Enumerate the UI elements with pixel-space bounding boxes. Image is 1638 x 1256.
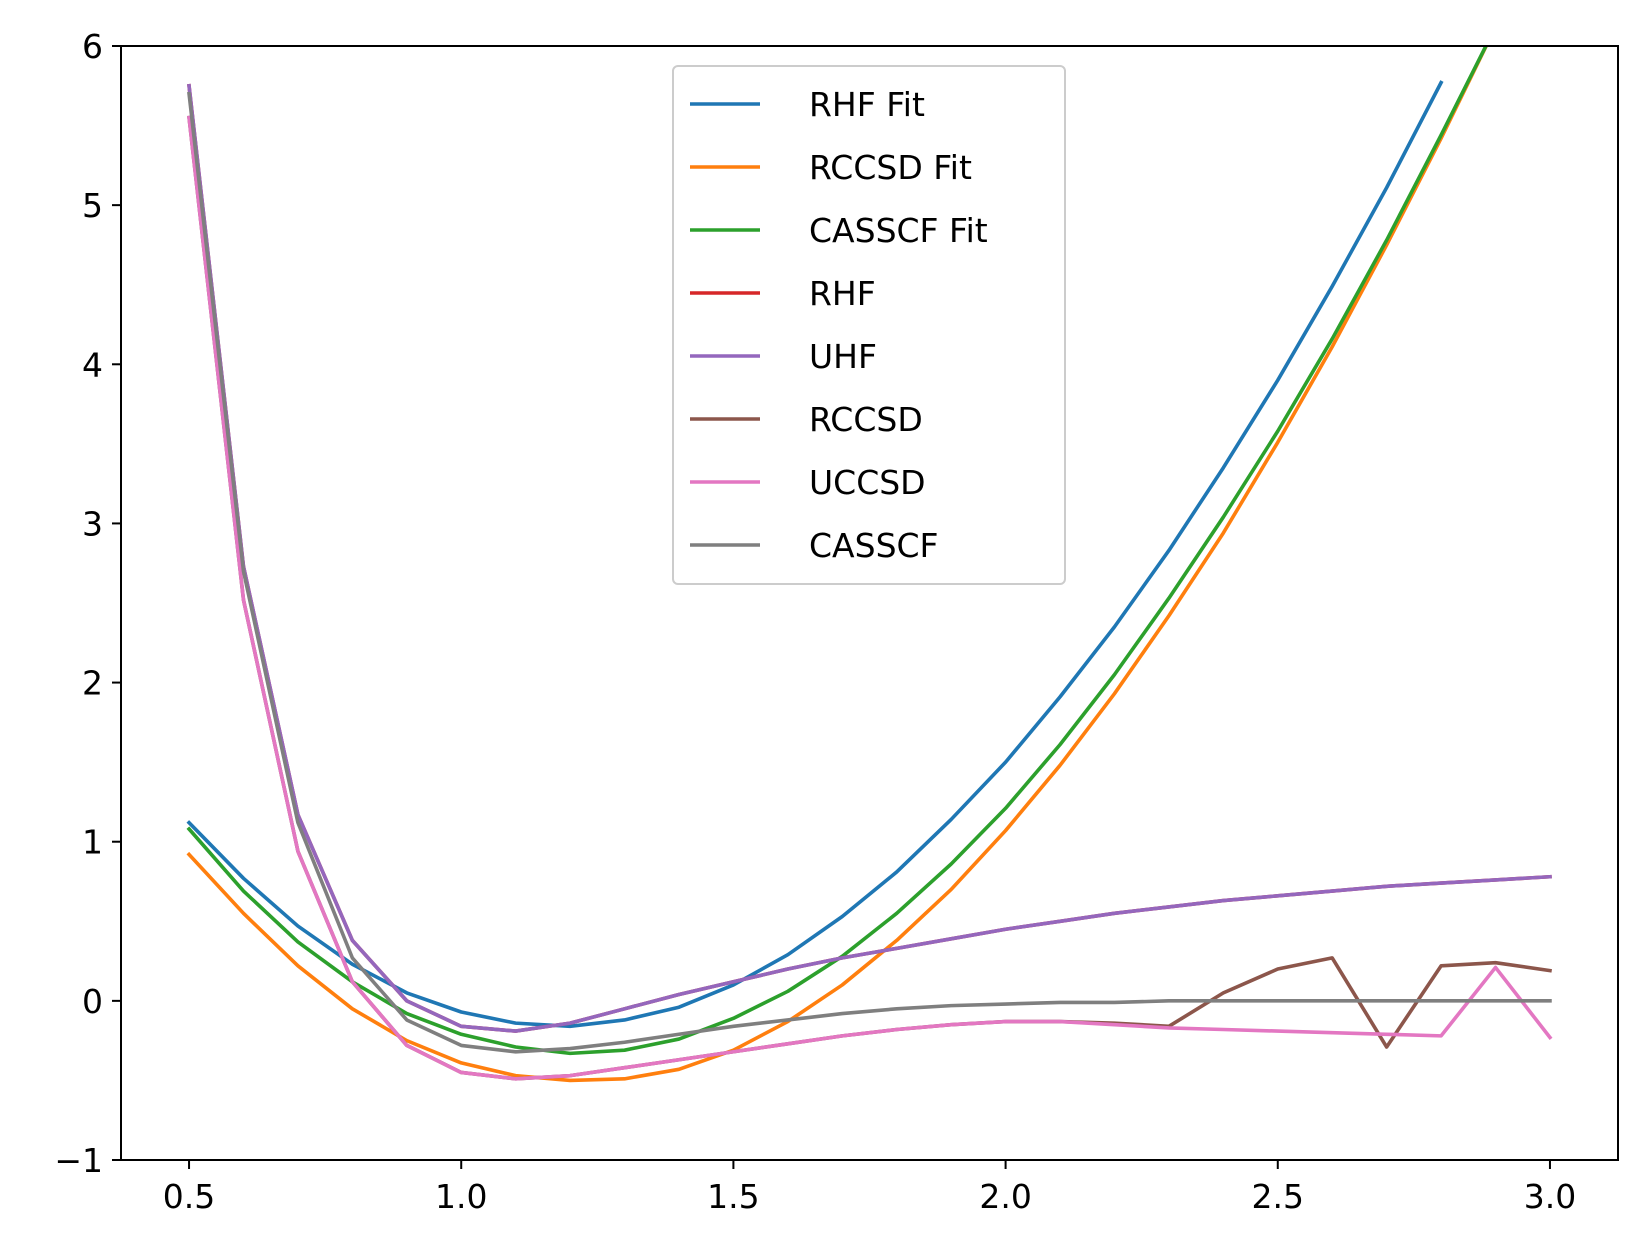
series-line-rccsd-fit [186,46,1489,1083]
y-tick-label: 3 [82,504,103,543]
x-axis: 0.5 1.0 1.5 2.0 2.5 3.0 [163,1160,1576,1216]
y-tick-label: 4 [82,345,103,384]
x-tick-label: 0.5 [163,1177,215,1216]
legend: RHF Fit RCCSD Fit CASSCF Fit RHF UHF RCCSD UCC… [672,65,1066,585]
legend-box [672,65,1066,585]
x-tick-label: 3.0 [1524,1177,1576,1216]
legend-label-uccsd: UCCSD [809,463,926,502]
y-tick-label: 1 [82,823,103,862]
series-line-uhf [187,83,1552,1033]
y-tick-label: 5 [82,186,103,225]
y-tick-label: 0 [82,982,103,1021]
y-tick-label: −1 [54,1141,103,1180]
series-line-casscf [187,91,1552,1054]
x-tick-label: 1.5 [707,1177,759,1216]
x-tick-label: 2.0 [979,1177,1031,1216]
series-layer [186,46,1553,1083]
legend-label-casscf-fit: CASSCF Fit [809,211,988,250]
y-tick-label: 6 [82,27,103,66]
legend-label-casscf: CASSCF [809,526,939,565]
series-line-uccsd [187,115,1553,1081]
x-tick-label: 2.5 [1252,1177,1304,1216]
y-axis: −1 0 1 2 3 4 5 6 [54,27,121,1180]
legend-label-rccsd-fit: RCCSD Fit [809,148,972,187]
y-tick-label: 2 [82,664,103,703]
plot-frame [120,45,1619,1161]
legend-label-uhf: UHF [809,337,877,376]
legend-label-rccsd: RCCSD [809,400,923,439]
legend-label-rhf: RHF [809,274,876,313]
x-tick-label: 1.0 [435,1177,487,1216]
legend-label-rhf-fit: RHF Fit [809,85,925,124]
